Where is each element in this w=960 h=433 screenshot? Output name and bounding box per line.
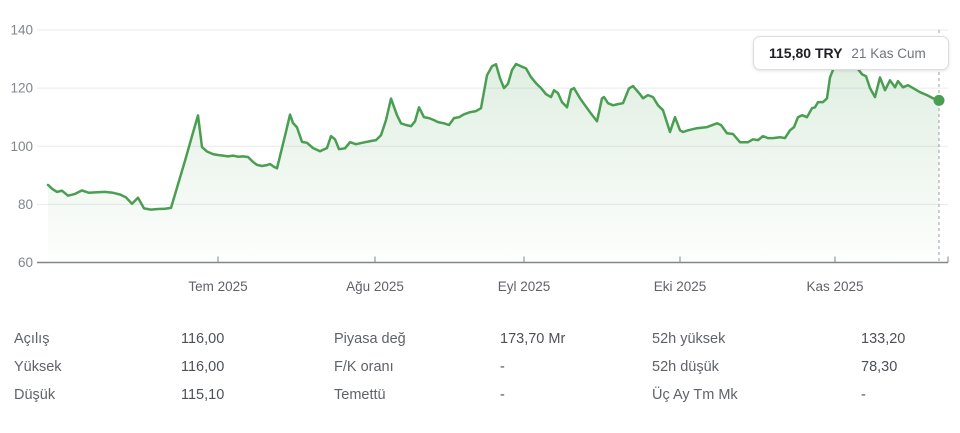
stat-label: Açılış	[14, 331, 50, 347]
price-line	[46, 49, 941, 211]
stat-label: Piyasa değ	[334, 331, 406, 347]
y-axis-label: 120	[10, 81, 33, 96]
stats-column-price: Açılış 116,00 Yüksek 116,00 Düşük 115,10	[14, 325, 314, 409]
stat-label: F/K oranı	[334, 359, 394, 375]
stat-value: 133,20	[861, 331, 906, 347]
stat-row-market-cap: Piyasa değ 173,70 Mr	[334, 325, 634, 353]
stat-value: 78,30	[861, 359, 898, 375]
stat-row-pe-ratio: F/K oranı -	[334, 353, 634, 381]
stat-label: Temettü	[334, 387, 386, 403]
stat-row-open: Açılış 116,00	[14, 325, 314, 353]
x-axis-label: Eyl 2025	[498, 279, 551, 294]
x-axis-label: Ağu 2025	[346, 279, 404, 294]
stat-row-low: Düşük 115,10	[14, 381, 314, 409]
stat-row-dividend: Temettü -	[334, 381, 634, 409]
stat-row-52w-high: 52h yüksek 133,20	[652, 325, 952, 353]
price-area-fill	[48, 50, 939, 263]
tooltip-date: 21 Kas Cum	[851, 45, 926, 61]
tooltip-price: 115,80 TRY	[769, 45, 843, 61]
stat-row-high: Yüksek 116,00	[14, 353, 314, 381]
y-axis-label: 60	[18, 255, 33, 270]
stats-table: Açılış 116,00 Yüksek 116,00 Düşük 115,10…	[0, 325, 960, 415]
price-chart[interactable]: 140 120 100 80 60 Tem 2025 Ağu 2025 Eyl 2025 Eki…	[0, 0, 960, 310]
stat-value: -	[500, 387, 505, 403]
x-axis-label: Kas 2025	[806, 279, 863, 294]
stat-label: 52h düşük	[652, 359, 719, 375]
y-axis-label: 140	[10, 23, 33, 38]
stat-value: 115,10	[181, 387, 225, 403]
last-price-dot	[933, 94, 945, 106]
price-tooltip: 115,80 TRY 21 Kas Cum	[753, 36, 949, 70]
stat-row-52w-low: 52h düşük 78,30	[652, 353, 952, 381]
y-axis-label: 100	[10, 139, 33, 154]
stat-label: Üç Ay Tm Mk	[652, 387, 738, 403]
stat-value: 173,70 Mr	[500, 331, 566, 347]
stat-value: -	[861, 387, 866, 403]
stat-label: Yüksek	[14, 359, 62, 375]
stat-value: -	[500, 359, 505, 375]
stat-value: 116,00	[181, 359, 225, 375]
stat-label: Düşük	[14, 387, 56, 403]
stat-value: 116,00	[181, 331, 225, 347]
stats-column-52week: 52h yüksek 133,20 52h düşük 78,30 Üç Ay …	[652, 325, 952, 409]
stat-label: 52h yüksek	[652, 331, 726, 347]
y-axis-label: 80	[18, 197, 33, 212]
x-axis-label: Tem 2025	[188, 279, 247, 294]
stat-row-3m-total: Üç Ay Tm Mk -	[652, 381, 952, 409]
stats-column-fundamentals: Piyasa değ 173,70 Mr F/K oranı - Temettü…	[334, 325, 634, 409]
x-axis-label: Eki 2025	[654, 279, 707, 294]
